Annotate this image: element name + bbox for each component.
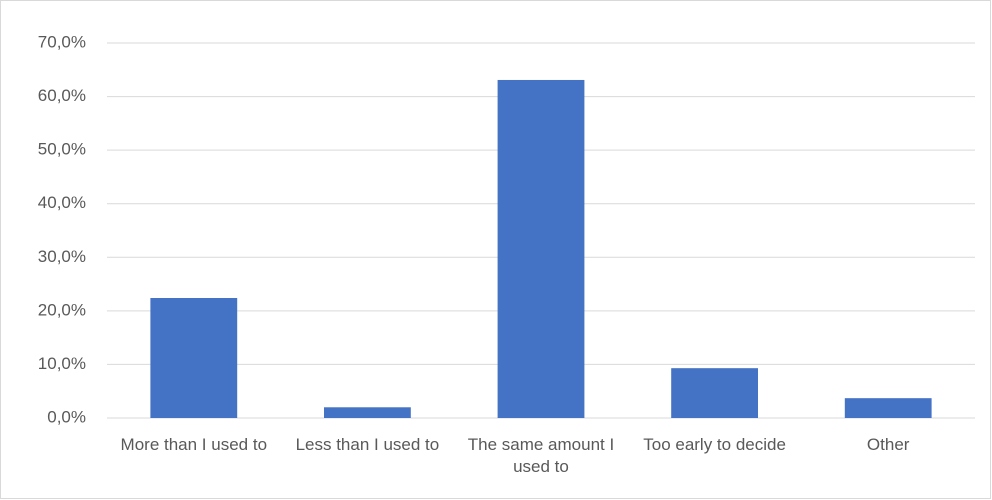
x-tick-label: Less than I used to	[295, 435, 440, 454]
bar	[844, 398, 932, 418]
x-tick-label-box: Other	[866, 435, 910, 454]
y-tick-label: 70,0%	[38, 32, 86, 51]
x-tick-label-box: Less than I used to	[295, 435, 440, 454]
x-tick-label-box: Too early to decide	[643, 435, 786, 454]
bar	[497, 79, 585, 418]
bar	[150, 298, 238, 418]
y-tick-label: 60,0%	[38, 86, 86, 105]
bar	[324, 407, 411, 418]
x-tick-label: More than I used to	[120, 435, 268, 454]
x-tick-label-box: More than I used to	[120, 435, 268, 454]
y-tick-label: 30,0%	[38, 247, 86, 266]
y-tick-label: 0,0%	[47, 407, 86, 426]
y-tick-label: 20,0%	[38, 300, 86, 319]
x-tick-label: Too early to decide	[643, 435, 786, 454]
x-tick-label: The same amount I used to	[467, 435, 615, 476]
y-tick-label: 10,0%	[38, 354, 86, 373]
bar	[671, 368, 758, 418]
y-tick-label: 40,0%	[38, 193, 86, 212]
y-tick-label: 50,0%	[38, 140, 86, 159]
x-tick-label: Other	[866, 435, 910, 454]
x-tick-label-box: The same amount I used to	[467, 435, 615, 476]
